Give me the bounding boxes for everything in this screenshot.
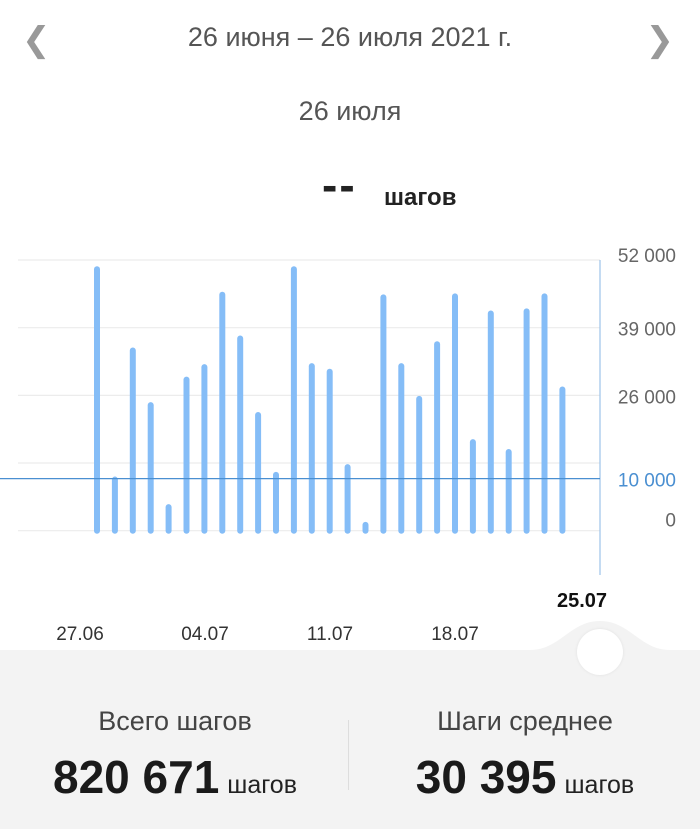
- prev-period-button[interactable]: ❮: [22, 20, 51, 60]
- total-steps-unit: шагов: [227, 771, 297, 799]
- selected-steps-value: --: [322, 159, 357, 211]
- total-steps-value: 820 671: [53, 751, 220, 803]
- total-steps: 820 671 шагов: [0, 750, 350, 804]
- x-tick-label: 04.07: [181, 624, 229, 645]
- chevron-right-icon: ❯: [645, 21, 675, 59]
- y-tick-label: 52 000: [618, 246, 676, 267]
- x-tick-label: 18.07: [431, 624, 479, 645]
- selected-steps-unit: шагов: [384, 184, 457, 211]
- bottom-panel: [0, 621, 700, 829]
- chart-scrub-handle[interactable]: [577, 629, 623, 675]
- next-period-button[interactable]: ❯: [646, 20, 675, 60]
- steps-bar-chart[interactable]: 52 000 39 000 26 000 10 000 0 27.06 04.07 11.07…: [0, 230, 700, 650]
- y-tick-label: 0: [665, 511, 676, 532]
- divider: [348, 720, 349, 790]
- avg-steps-unit: шагов: [564, 771, 635, 799]
- avg-steps-value: 30 395: [415, 751, 557, 803]
- y-tick-label: 26 000: [618, 387, 676, 408]
- avg-steps: 30 395 шагов: [350, 750, 700, 804]
- selected-date: 26 июля: [298, 96, 402, 126]
- x-tick-label: 11.07: [307, 624, 353, 645]
- selected-x-label: 25.07: [557, 590, 607, 612]
- y-tick-label: 39 000: [618, 320, 676, 341]
- chevron-left-icon: ❮: [22, 21, 51, 59]
- total-steps-label: Всего шагов: [98, 706, 252, 736]
- date-range: 26 июня – 26 июля 2021 г.: [187, 22, 513, 52]
- x-tick-label: 27.06: [56, 624, 104, 645]
- y-tick-label: 10 000: [618, 471, 676, 492]
- avg-steps-label: Шаги среднее: [437, 706, 613, 736]
